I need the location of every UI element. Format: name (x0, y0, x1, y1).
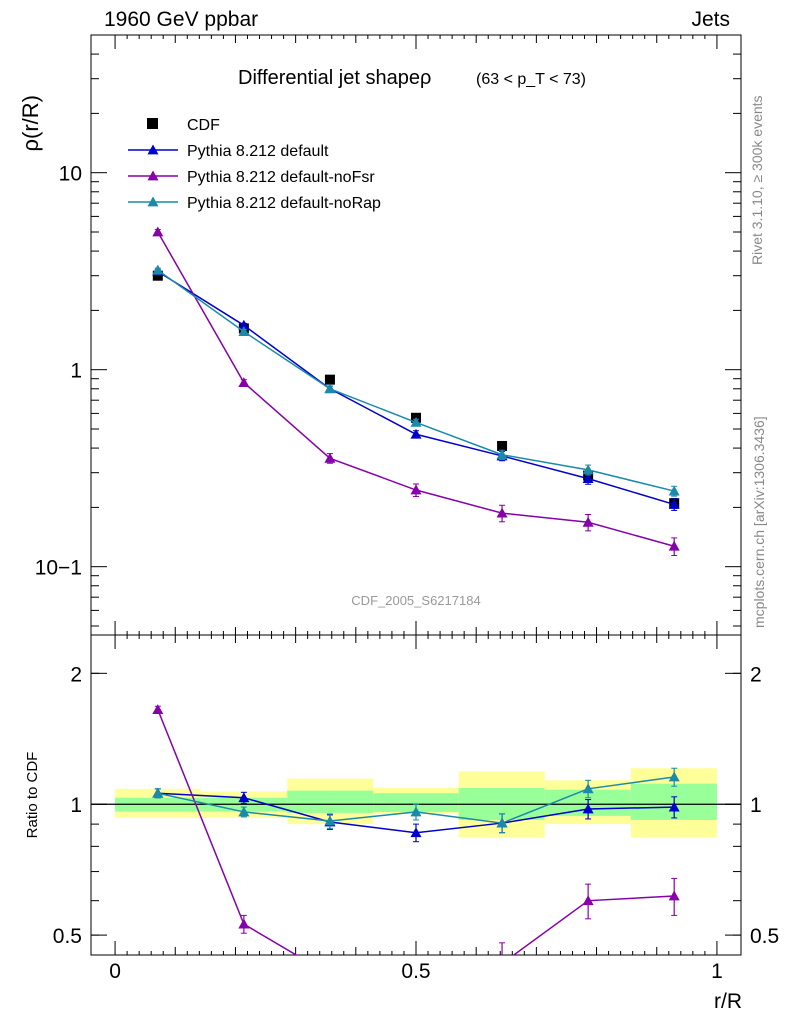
y-tick-label-right: 1 (750, 794, 762, 817)
y-tick-label: 2 (70, 663, 82, 686)
x-tick-label: 0 (109, 960, 121, 983)
data-point (668, 540, 680, 551)
legend-label: Pythia 8.212 default-noRap (187, 195, 381, 212)
ratio-point (410, 827, 422, 838)
ratio-point (496, 817, 508, 828)
y-tick-label-right: 2 (750, 663, 762, 686)
legend-label: CDF (187, 117, 220, 134)
data-point (238, 377, 250, 387)
band-stat (373, 793, 459, 812)
ratio-point (238, 792, 250, 803)
data-point (410, 484, 422, 495)
legend-label: Pythia 8.212 default-noFsr (187, 169, 375, 186)
data-point (324, 374, 335, 385)
data-point (152, 226, 164, 237)
header-left: 1960 GeV ppbar (104, 8, 259, 31)
ratio-point (582, 783, 594, 794)
title-cut: (63 < p_T < 73) (476, 71, 586, 88)
ratio-point (668, 801, 680, 812)
y-tick-label-right: 0.5 (750, 925, 779, 948)
legend-marker (147, 196, 159, 207)
legend-marker (147, 144, 159, 155)
series-line (157, 270, 675, 506)
series-line (157, 269, 675, 492)
data-point (238, 319, 250, 330)
legend-marker (147, 118, 158, 129)
ratio-point (668, 771, 680, 782)
header-right: Jets (691, 8, 730, 31)
ratio-point (152, 787, 164, 798)
ratio-point (582, 895, 594, 906)
ratio-point (152, 704, 164, 715)
ratio-point (238, 806, 250, 817)
ratio-point (324, 815, 336, 826)
main-ylabel: ρ(r/R) (18, 95, 43, 152)
rivet-label: Rivet 3.1.10, ≥ 300k events (749, 95, 765, 265)
ratio-ylabel: Ratio to CDF (24, 752, 41, 839)
data-point (497, 440, 508, 451)
data-point (410, 428, 422, 439)
y-tick-label: 10−1 (35, 557, 82, 580)
data-point (410, 416, 422, 427)
data-point (496, 507, 508, 518)
data-point (582, 464, 594, 475)
y-tick-label: 0.5 (53, 925, 82, 948)
data-point (582, 516, 594, 527)
band-stat (287, 790, 374, 813)
ratio-series-1 (152, 704, 680, 979)
ratio-line (157, 709, 675, 955)
series-2 (152, 226, 680, 556)
data-point (582, 473, 594, 483)
series-1 (152, 266, 680, 511)
ratio-point (582, 803, 594, 814)
data-point (324, 383, 336, 394)
ratio-series-2 (152, 767, 680, 834)
data-point (668, 485, 680, 496)
xlabel: r/R (714, 990, 742, 1013)
x-tick-label: 0.5 (401, 960, 430, 983)
chart-title: Differential jet shapeρ (238, 67, 431, 89)
data-point (238, 326, 250, 337)
data-point (152, 264, 164, 275)
ratio-point (324, 969, 335, 979)
series-line (157, 231, 675, 547)
x-tick-label: 1 (711, 960, 723, 983)
ratio-point (668, 890, 680, 901)
y-tick-label: 1 (70, 794, 82, 817)
watermark: CDF_2005_S6217184 (351, 593, 480, 608)
legend-marker (147, 170, 159, 181)
ratio-point (497, 958, 508, 968)
legend-label: Pythia 8.212 default (187, 143, 329, 160)
ratio-point (238, 918, 250, 929)
y-tick-label: 1 (70, 360, 82, 383)
mcplots-label: mcplots.cern.ch [arXiv:1306.3436] (751, 416, 767, 628)
data-point (668, 498, 680, 509)
series-3 (152, 264, 680, 497)
y-tick-label: 10 (59, 163, 82, 186)
data-point (324, 452, 336, 463)
data-point (496, 449, 508, 460)
ratio-point (410, 806, 422, 817)
